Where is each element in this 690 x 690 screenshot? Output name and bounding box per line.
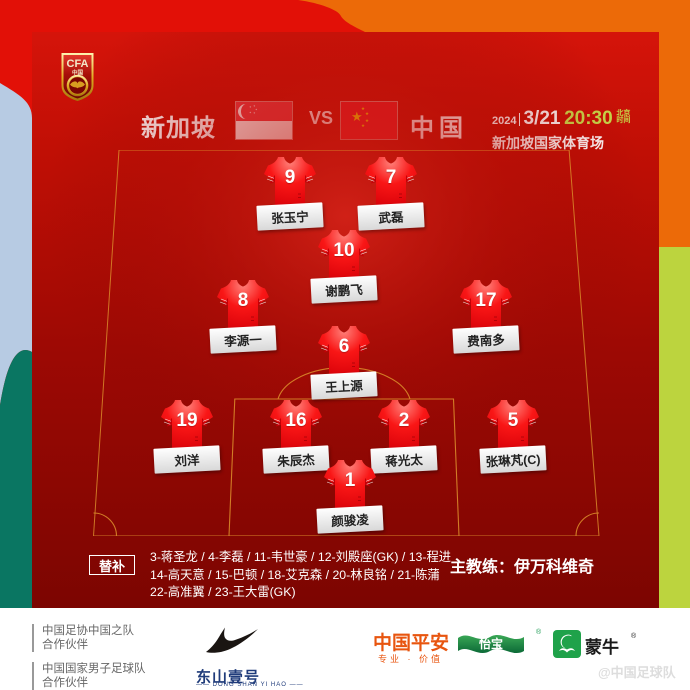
- svg-text:怡宝: 怡宝: [479, 636, 503, 651]
